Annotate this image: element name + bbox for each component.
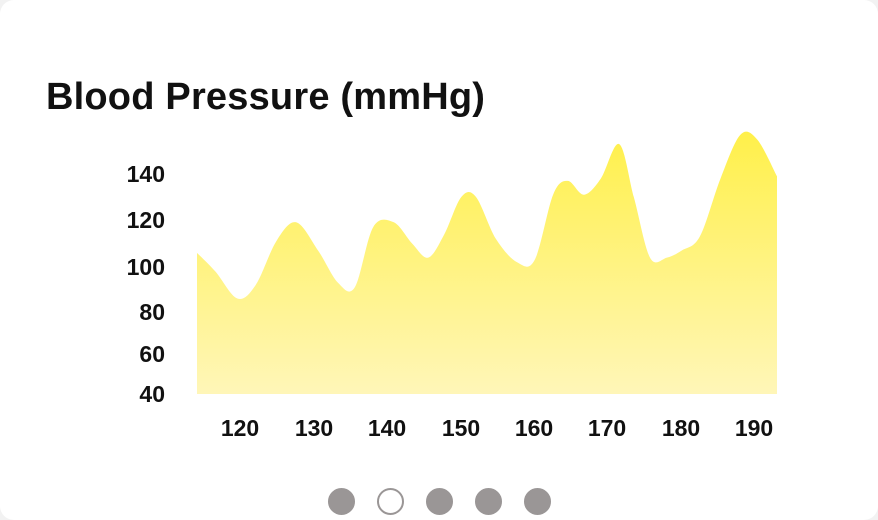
x-tick-label: 120 bbox=[221, 415, 259, 441]
x-tick-label: 170 bbox=[588, 415, 626, 441]
x-tick-label: 160 bbox=[515, 415, 553, 441]
y-tick-label: 120 bbox=[127, 207, 165, 233]
pagination-dots bbox=[0, 488, 878, 515]
x-tick-label: 130 bbox=[295, 415, 333, 441]
y-axis-ticks: 40 60 80 100 120 140 bbox=[127, 161, 165, 407]
pagination-dot-4[interactable] bbox=[474, 488, 502, 515]
y-tick-label: 80 bbox=[139, 299, 165, 325]
y-tick-label: 140 bbox=[127, 161, 165, 187]
blood-pressure-area bbox=[197, 131, 777, 394]
pagination-dot-2[interactable] bbox=[376, 488, 404, 515]
x-axis-ticks: 120 130 140 150 160 170 180 190 bbox=[221, 415, 773, 441]
pagination-dot-3[interactable] bbox=[425, 488, 453, 515]
y-tick-label: 40 bbox=[139, 381, 165, 407]
blood-pressure-area-chart: 40 60 80 100 120 140 120 130 140 150 160 170 180 190 bbox=[127, 131, 777, 441]
x-tick-label: 180 bbox=[662, 415, 700, 441]
x-tick-label: 150 bbox=[442, 415, 480, 441]
y-tick-label: 100 bbox=[127, 254, 165, 280]
x-tick-label: 140 bbox=[368, 415, 406, 441]
pagination-dot-5[interactable] bbox=[523, 488, 551, 515]
series-layer bbox=[197, 131, 777, 394]
pagination-dot-1[interactable] bbox=[327, 488, 355, 515]
y-tick-label: 60 bbox=[139, 341, 165, 367]
x-tick-label: 190 bbox=[735, 415, 773, 441]
chart-title: Blood Pressure (mmHg) bbox=[46, 76, 486, 118]
